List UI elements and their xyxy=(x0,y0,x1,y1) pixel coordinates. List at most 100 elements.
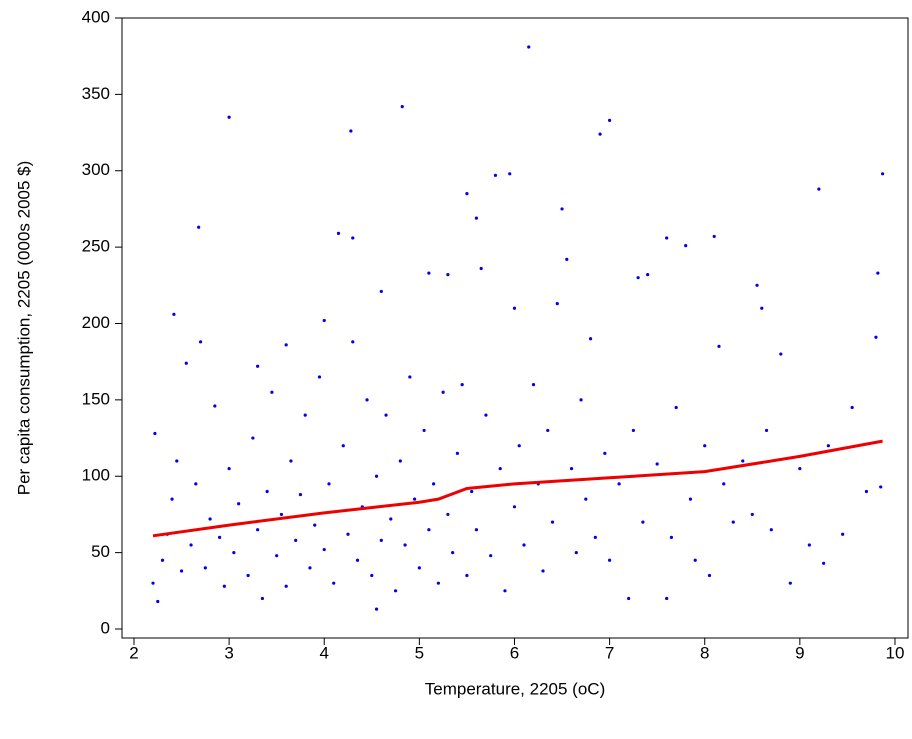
point xyxy=(156,599,160,604)
point xyxy=(279,512,284,517)
point xyxy=(546,428,550,433)
point xyxy=(484,413,488,417)
point xyxy=(665,236,669,240)
point xyxy=(603,451,607,455)
point xyxy=(332,581,336,585)
point xyxy=(807,543,811,547)
x-tick-label: 8 xyxy=(700,643,709,662)
point xyxy=(669,535,674,539)
point xyxy=(598,132,602,136)
point xyxy=(693,558,697,562)
point xyxy=(479,266,483,271)
point xyxy=(153,431,157,436)
point xyxy=(627,596,631,601)
y-tick-label: 250 xyxy=(82,237,110,256)
point xyxy=(455,451,460,455)
point xyxy=(370,573,374,578)
point xyxy=(779,352,783,356)
point xyxy=(703,444,707,448)
point xyxy=(446,512,450,517)
point xyxy=(427,271,431,275)
point xyxy=(707,573,712,578)
point xyxy=(237,502,241,506)
point xyxy=(517,444,521,448)
point xyxy=(260,596,265,601)
point xyxy=(327,482,331,486)
point xyxy=(322,318,326,323)
point xyxy=(432,482,436,486)
point xyxy=(351,340,355,344)
point xyxy=(151,581,155,585)
y-tick-label: 200 xyxy=(82,313,110,332)
point xyxy=(665,596,669,601)
y-tick-label: 150 xyxy=(82,389,110,408)
plot-frame xyxy=(121,17,909,639)
point xyxy=(769,528,773,532)
point xyxy=(731,520,735,524)
point xyxy=(465,573,469,578)
point xyxy=(374,607,379,611)
point xyxy=(256,528,260,532)
point xyxy=(760,306,764,310)
point xyxy=(322,547,326,552)
point xyxy=(555,302,559,306)
point xyxy=(764,428,769,433)
x-axis-label: Temperature, 2205 (oC) xyxy=(425,679,605,698)
point xyxy=(446,273,450,277)
point xyxy=(584,497,588,501)
point xyxy=(522,543,526,547)
point xyxy=(170,497,174,501)
point xyxy=(197,225,201,229)
point xyxy=(251,436,255,440)
point xyxy=(398,459,402,463)
point xyxy=(417,566,421,570)
point xyxy=(346,532,350,536)
point xyxy=(365,398,369,402)
point xyxy=(527,45,531,49)
point xyxy=(588,337,593,341)
point xyxy=(489,554,493,558)
point xyxy=(336,231,341,235)
point xyxy=(227,467,231,471)
y-tick-label: 300 xyxy=(82,160,110,179)
point xyxy=(512,505,517,509)
point xyxy=(451,551,455,555)
fit-line xyxy=(152,439,883,538)
y-tick-label: 0 xyxy=(101,618,110,637)
point xyxy=(412,497,417,501)
point xyxy=(389,517,393,521)
point xyxy=(841,532,845,536)
point xyxy=(403,543,407,547)
point xyxy=(574,551,578,555)
point xyxy=(688,497,693,501)
point xyxy=(636,276,640,280)
point xyxy=(750,512,754,517)
point xyxy=(550,520,555,524)
point xyxy=(317,375,322,379)
point xyxy=(508,172,512,176)
point xyxy=(284,343,288,347)
y-tick-label: 50 xyxy=(91,542,110,561)
point xyxy=(265,489,269,494)
point xyxy=(179,569,184,573)
point xyxy=(646,273,650,277)
point xyxy=(470,489,474,494)
point xyxy=(222,584,226,588)
point xyxy=(465,192,469,196)
point xyxy=(422,428,426,433)
point xyxy=(512,306,517,310)
point xyxy=(565,257,569,261)
point xyxy=(203,566,207,570)
point xyxy=(712,234,716,239)
point xyxy=(341,444,345,448)
point xyxy=(213,404,217,408)
point xyxy=(289,459,293,463)
point xyxy=(722,482,726,486)
point xyxy=(379,289,383,294)
point xyxy=(208,517,212,521)
point xyxy=(308,566,312,570)
point xyxy=(408,375,412,379)
point xyxy=(641,520,645,524)
